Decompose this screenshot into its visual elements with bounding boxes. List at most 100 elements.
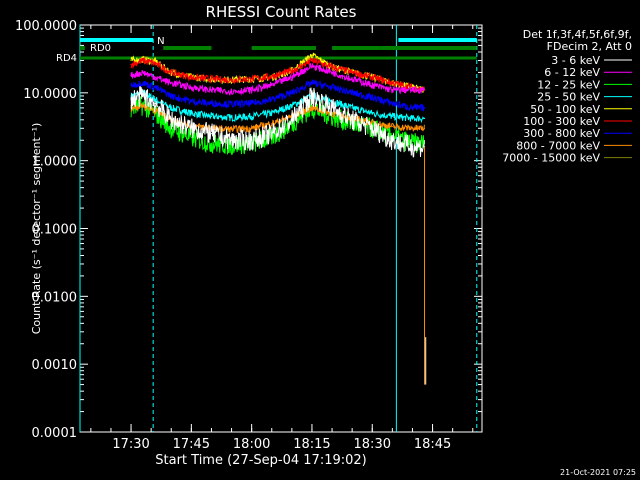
data-point	[190, 127, 192, 129]
data-point	[170, 71, 172, 74]
data-point	[271, 75, 273, 77]
series-line	[130, 62, 425, 96]
data-point	[391, 139, 393, 141]
data-point	[371, 84, 373, 86]
data-point	[130, 95, 132, 97]
data-point	[411, 107, 414, 109]
data-point	[130, 98, 132, 101]
data-point	[170, 119, 172, 121]
data-point	[291, 104, 293, 107]
data-point	[210, 102, 213, 104]
data-point	[251, 102, 253, 104]
data-point	[331, 66, 333, 68]
y-tick-label: 10.0000	[23, 87, 77, 102]
chart-title: RHESSI Count Rates	[206, 3, 357, 21]
data-point	[210, 78, 213, 80]
data-point	[210, 115, 213, 117]
data-point	[251, 115, 253, 117]
data-point	[210, 142, 213, 144]
data-point	[142, 71, 144, 74]
legend-label: 7000 - 15000 keV	[502, 152, 600, 165]
legend-label: 50 - 100 keV	[530, 103, 600, 116]
data-point	[291, 123, 293, 125]
flag-label-rd0: RD0	[90, 43, 111, 54]
data-point	[411, 117, 414, 119]
data-point	[170, 107, 172, 109]
data-point	[291, 92, 293, 94]
data-point	[411, 146, 414, 148]
series-line	[130, 86, 425, 158]
data-point	[371, 112, 373, 114]
data-point	[170, 82, 172, 84]
data-point	[142, 104, 144, 107]
data-point	[230, 90, 233, 92]
data-point	[311, 107, 313, 109]
data-point	[230, 139, 233, 141]
series-line	[131, 79, 425, 112]
data-point	[271, 133, 273, 135]
data-point	[154, 98, 156, 101]
data-point	[190, 86, 192, 89]
data-point	[391, 125, 393, 128]
data-point	[154, 86, 156, 89]
legend-label: 300 - 800 keV	[523, 127, 600, 140]
y-tick-label: 100.0000	[15, 19, 77, 34]
data-point	[251, 127, 253, 129]
y-axis-label: Count Rate (s⁻¹ detector⁻¹ segment⁻¹)	[30, 123, 43, 335]
data-point	[331, 71, 333, 74]
legend-label: 25 - 50 keV	[537, 91, 600, 104]
data-point	[371, 122, 373, 124]
data-point	[190, 112, 192, 114]
legend-label: 12 - 25 keV	[537, 78, 600, 91]
y-tick-label: 0.0001	[32, 426, 78, 441]
legend-header: Det 1f,3f,4f,5f,6f,9f,	[523, 28, 632, 41]
data-point	[130, 64, 132, 66]
data-point	[170, 95, 172, 97]
data-point	[142, 95, 144, 97]
data-point	[423, 117, 426, 119]
x-tick-label: 18:15	[293, 437, 330, 452]
data-point	[190, 136, 192, 139]
x-tick-label: 18:30	[354, 437, 391, 452]
data-point	[311, 54, 313, 56]
legend-label: 6 - 12 keV	[544, 66, 600, 79]
data-point	[391, 115, 393, 117]
data-point	[351, 107, 353, 109]
data-point	[190, 76, 192, 78]
data-point	[230, 128, 233, 130]
data-point	[311, 95, 313, 97]
generation-timestamp: 21-Oct-2021 07:25	[560, 468, 636, 477]
x-axis-label: Start Time (27-Sep-04 17:19:02)	[155, 453, 366, 468]
data-point	[391, 89, 393, 91]
series-line	[130, 89, 425, 124]
x-tick-label: 18:45	[414, 437, 451, 452]
data-point	[351, 78, 353, 80]
y-tick-label: 1.0000	[32, 155, 78, 170]
data-point	[311, 65, 313, 67]
data-point	[411, 142, 414, 144]
data-point	[154, 76, 156, 78]
data-point	[130, 84, 132, 86]
data-point	[423, 107, 426, 109]
x-tick-label: 18:00	[233, 437, 270, 452]
data-point	[154, 102, 156, 104]
legend-label: 800 - 7000 keV	[516, 139, 600, 152]
flag-label-rd4: RD4	[56, 53, 77, 64]
flag-label-n: N	[157, 36, 164, 47]
data-point	[391, 102, 393, 104]
data-point	[142, 82, 144, 84]
data-point	[130, 59, 132, 62]
data-point	[130, 74, 132, 77]
data-point	[230, 103, 233, 105]
data-point	[331, 107, 333, 109]
data-point	[251, 139, 253, 141]
data-point	[210, 89, 213, 91]
data-point	[271, 123, 273, 125]
data-point	[351, 71, 353, 74]
data-point	[311, 59, 313, 62]
data-point	[154, 62, 156, 65]
data-point	[251, 78, 253, 80]
data-point	[371, 76, 373, 78]
data-point	[423, 127, 426, 129]
x-tick-label: 17:45	[173, 437, 210, 452]
